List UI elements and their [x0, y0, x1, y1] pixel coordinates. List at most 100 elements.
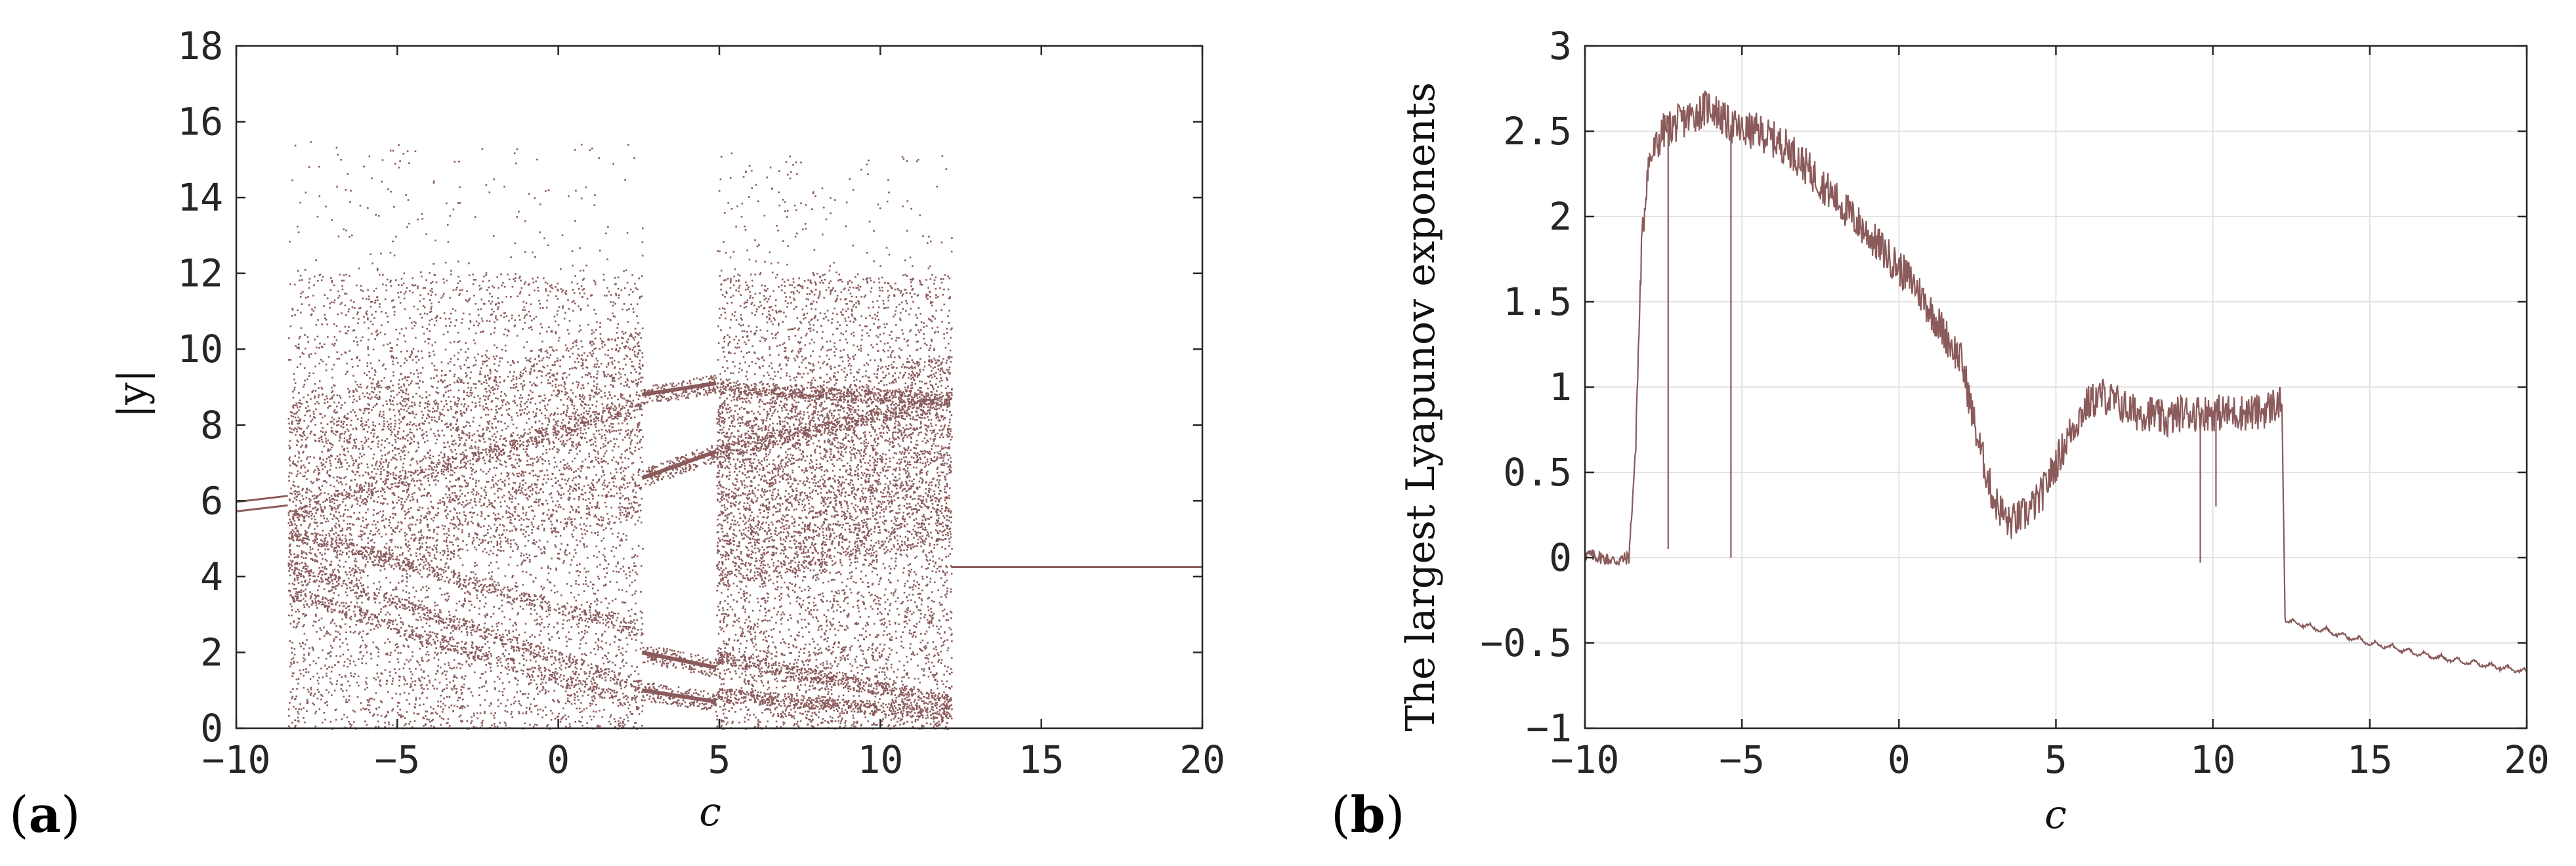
a-data-point [370, 489, 373, 491]
a-data-point [358, 396, 361, 398]
a-data-point [329, 622, 332, 624]
a-data-point [443, 281, 446, 284]
a-data-point [315, 501, 317, 503]
a-data-point [390, 651, 392, 654]
a-data-point [541, 689, 543, 691]
a-data-point [398, 392, 400, 394]
a-data-point [378, 706, 380, 709]
a-data-point [486, 360, 488, 362]
a-data-point [363, 526, 366, 529]
a-data-point [324, 434, 326, 436]
a-data-point [530, 303, 532, 306]
a-data-point [392, 390, 394, 392]
a-data-point [512, 443, 514, 445]
a-data-point [610, 294, 612, 296]
a-data-point [625, 590, 627, 592]
a-data-point [390, 527, 392, 529]
a-data-point [343, 513, 345, 515]
a-data-point [356, 400, 358, 402]
a-data-point [547, 382, 549, 384]
a-data-point [294, 427, 296, 430]
a-data-point [446, 684, 448, 686]
a-data-point [466, 290, 469, 293]
a-data-point [339, 553, 341, 555]
a-data-point [366, 392, 368, 394]
a-data-point [475, 279, 477, 281]
a-data-point [545, 482, 547, 484]
a-data-point [572, 508, 574, 511]
a-data-point [453, 676, 455, 678]
a-data-point [599, 433, 601, 436]
a-data-point [526, 314, 528, 316]
a-data-point [425, 417, 428, 420]
a-data-point [337, 420, 340, 422]
a-data-point [394, 588, 396, 590]
a-data-point [356, 313, 358, 315]
a-data-point [635, 565, 637, 567]
a-data-point [351, 365, 354, 368]
a-data-point [400, 291, 402, 293]
a-data-point [553, 592, 556, 594]
a-data-point [394, 434, 396, 436]
a-data-point [345, 373, 347, 375]
a-data-point [421, 534, 423, 537]
a-data-point [296, 661, 299, 664]
a-data-point [377, 442, 379, 445]
a-data-point [546, 514, 549, 516]
a-data-point [622, 397, 623, 399]
a-data-point [322, 649, 324, 651]
a-data-point [343, 274, 345, 276]
a-data-point [375, 527, 377, 529]
a-data-point [538, 499, 540, 501]
a-data-point [314, 559, 316, 561]
a-data-point [510, 386, 512, 389]
a-data-point [541, 423, 543, 425]
a-data-point [559, 558, 560, 560]
a-data-point [382, 510, 385, 512]
a-data-point [344, 430, 347, 433]
a-data-point [394, 545, 396, 548]
a-data-point [392, 530, 394, 533]
a-data-point [528, 411, 530, 413]
a-data-point [378, 613, 380, 615]
a-data-point [372, 546, 375, 548]
a-data-point [474, 445, 476, 447]
a-data-point [333, 344, 335, 347]
a-data-point [316, 607, 318, 609]
a-data-point [443, 468, 446, 471]
a-data-point [484, 711, 486, 713]
a-data-point [528, 707, 531, 709]
a-data-point [602, 371, 605, 373]
a-data-point [532, 281, 535, 283]
a-data-point [403, 683, 406, 686]
a-data-point [614, 636, 617, 638]
a-data-point [565, 413, 567, 416]
a-data-point [319, 638, 321, 640]
a-data-point [351, 234, 353, 237]
a-data-point [377, 381, 379, 382]
a-data-point [402, 463, 405, 464]
a-data-point [539, 402, 541, 404]
a-data-point [505, 350, 507, 352]
a-data-point [604, 232, 607, 235]
a-data-point [444, 566, 446, 568]
a-data-point [311, 391, 314, 393]
a-data-point [612, 312, 614, 314]
a-data-point [473, 433, 476, 436]
a-data-point [507, 538, 509, 541]
a-data-point [514, 402, 517, 404]
a-data-point [536, 479, 539, 481]
a-data-point [362, 448, 364, 450]
a-data-point [558, 637, 560, 639]
a-data-point [294, 490, 297, 492]
a-data-point [423, 476, 425, 479]
a-data-point [582, 269, 585, 272]
a-data-point [332, 476, 335, 479]
a-data-point [625, 412, 627, 415]
a-data-point [533, 679, 536, 682]
a-data-point [364, 436, 367, 439]
a-data-point [397, 292, 399, 294]
a-data-point [447, 567, 450, 569]
a-data-point [495, 417, 497, 420]
a-data-point [497, 581, 499, 584]
